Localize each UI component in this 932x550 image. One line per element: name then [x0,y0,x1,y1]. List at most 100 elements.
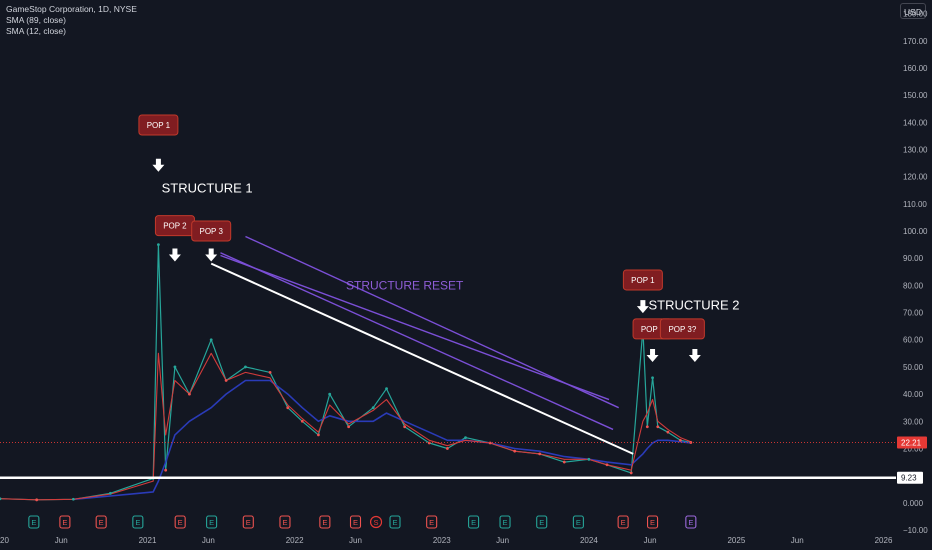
price-point [562,460,566,464]
split-event-icon [369,515,383,529]
price-point [244,365,247,369]
price-point [666,430,670,434]
support-tag-label: 9.23 [901,474,917,483]
price-point [347,425,351,429]
price-point [268,370,272,374]
y-tick-label: 30.00 [903,417,924,426]
event-label: E [31,518,36,527]
earnings-event-icon [59,515,71,529]
price-point [445,447,449,450]
current-price-tag [897,436,927,449]
earnings-event-icon [319,515,331,529]
legend-sma-89[interactable]: SMA (89, close) [6,15,66,25]
y-tick-label: 120.00 [903,173,928,182]
event-label: E [688,518,693,527]
x-tick-label: Jun [496,536,509,545]
price-point [164,468,168,472]
y-tick-label: −10.00 [903,526,928,535]
event-label: E [503,518,508,527]
y-tick-label: 60.00 [903,336,924,345]
x-tick-label: 2026 [875,536,893,545]
event-label: E [621,518,626,527]
y-tick-label: 40.00 [903,390,924,399]
event-label: E [650,518,655,527]
pop-badge [191,220,232,242]
down-arrow-icon [168,248,181,262]
price-point [300,419,304,423]
annotations: POP 1 STRUCTURE 1 POP 2 POP 3 STRUCTURE RESE… [138,114,740,363]
x-tick-label: Jun [202,536,215,545]
down-arrow-icon [646,349,659,363]
down-arrow-icon [205,248,218,262]
x-tick-label: Jun [349,536,362,545]
price-point [371,406,375,410]
y-tick-label: 100.00 [903,227,928,236]
current-price-tag-label: 22.21 [901,438,922,447]
x-tick-label: 2021 [139,536,157,545]
price-point [286,406,290,410]
price-point [488,441,492,445]
price-point [656,425,660,429]
series-line [0,352,692,501]
earnings-event-icon [389,515,401,529]
earnings-event-icon [206,515,218,529]
y-tick-label: 130.00 [903,145,928,154]
chart-legend: GameStop Corporation, 1D, NYSE SMA (89, … [6,4,137,37]
price-point [651,376,654,380]
price-point [464,436,467,439]
pop-badge [138,114,179,136]
pop-badge-label: POP 2 [163,222,187,231]
x-tick-label: 2024 [580,536,598,545]
price-point [209,338,213,342]
price-point [317,433,320,437]
legend-symbol[interactable]: GameStop Corporation, 1D, NYSE [6,4,137,14]
down-arrow-icon [688,349,701,363]
earnings-event-icon [685,515,697,529]
y-tick-label: 170.00 [903,37,928,46]
event-label: E [209,518,214,527]
legend-sma-12[interactable]: SMA (12, close) [6,26,66,36]
support-tag [897,471,923,484]
structure-label: STRUCTURE 2 [649,297,740,312]
event-label: E [392,518,397,527]
x-tick-label: 2022 [286,536,304,545]
price-point [645,425,649,429]
channel-line [245,235,619,409]
x-tick-label: Jun [791,536,804,545]
pop-badge-label: POP 3? [668,325,696,334]
currency-button[interactable]: USD [900,3,926,19]
price-point [385,387,388,391]
down-arrow-icon [152,158,165,172]
series-line [73,379,691,501]
earnings-event-icon [95,515,107,529]
price-point [587,457,591,461]
y-tick-label: 80.00 [903,281,924,290]
pop-badge-label: POP 2 [641,325,665,334]
event-label: E [282,518,287,527]
earnings-event-icon [468,515,480,529]
price-point [224,379,228,382]
earnings-event-icon [28,515,40,529]
channel-line [220,254,610,401]
earnings-event-icon [279,515,291,529]
pop-badge-label: POP 1 [631,276,655,285]
x-tick-label: 2025 [727,536,745,545]
event-label: E [62,518,67,527]
y-tick-label: 70.00 [903,309,924,318]
x-tick-label: 2023 [433,536,451,545]
x-tick-label: Jun [644,536,657,545]
price-point [629,471,633,475]
y-tick-label: 0.000 [903,499,924,508]
price-point [403,425,407,429]
earnings-event-icon [536,515,548,529]
event-label: E [99,518,104,527]
event-label: E [471,518,476,527]
event-label: E [246,518,251,527]
price-point [0,497,2,501]
pop-badge-label: POP 3 [199,227,223,236]
price-point [109,491,112,495]
event-label: S [374,518,379,527]
drawings: 9.23 22.21 [0,235,927,484]
earnings-event-icon [426,515,438,529]
